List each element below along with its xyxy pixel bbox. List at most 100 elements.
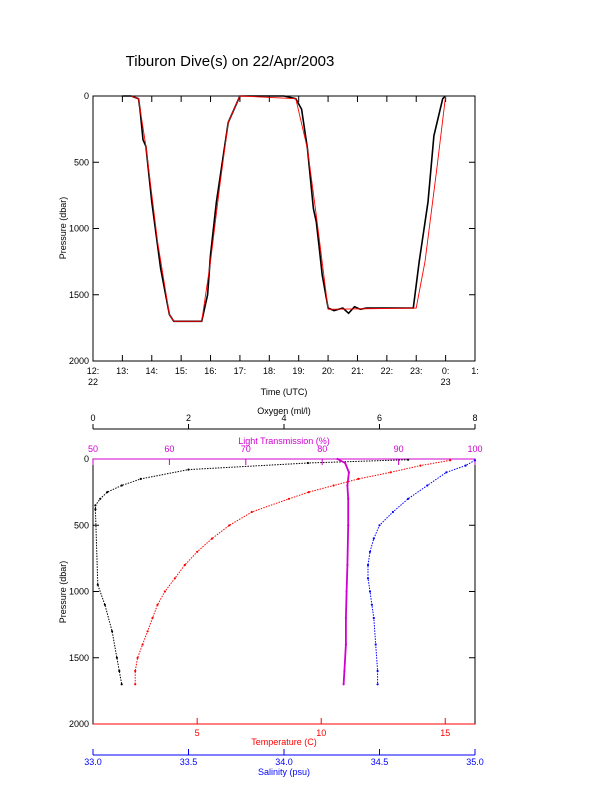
- profile-point-temperature: [136, 656, 139, 659]
- profile-point-light: [344, 616, 347, 620]
- profile-y-axis-label: Pressure (dbar): [58, 561, 68, 624]
- profile-point-temperature: [134, 683, 137, 686]
- profile-point-temperature: [173, 577, 176, 580]
- dive-y-tick-label: 500: [74, 157, 89, 167]
- profile-point-salinity: [374, 643, 377, 646]
- profile-y-tick-label: 1000: [69, 587, 89, 597]
- profile-point-temperature: [156, 603, 159, 606]
- dive-x-tick-label: 14:: [146, 366, 159, 376]
- dive-series-smoothed: [131, 95, 447, 322]
- dive-plot-ticks: 12:22 13: 14: 15: 16: 17: 18: 19: 20: 21: 22: 23: 0:…: [69, 91, 479, 387]
- profile-point-salinity: [391, 510, 394, 514]
- dive-x-tick-sublabel: 23: [441, 377, 451, 387]
- profile-series-light: [337, 458, 350, 685]
- profile-point-temperature: [228, 524, 231, 527]
- profile-point-salinity: [368, 550, 372, 553]
- profile-point-salinity: [376, 683, 379, 686]
- profile-y-tick-label: 0: [84, 454, 89, 464]
- profile-point-light: [344, 643, 347, 646]
- temperature-axis-tick-label: 15: [440, 728, 450, 738]
- profile-point-light: [347, 524, 350, 527]
- profile-plot-ticks: 0 500 1000 1500 2000 0 2 4 6 8 50 60 70 80 90 100 5 10 15 3…: [69, 413, 484, 767]
- profile-point-light: [336, 457, 339, 461]
- profile-point-oxygen: [118, 669, 121, 673]
- profile-point-salinity: [378, 524, 381, 527]
- light-axis-tick-label: 100: [467, 444, 482, 454]
- profile-point-temperature: [141, 643, 144, 646]
- dive-y-tick-label: 2000: [69, 356, 89, 366]
- profile-point-salinity: [366, 563, 370, 567]
- dive-y-tick-label: 0: [84, 91, 89, 101]
- dive-x-tick-label: 1:: [471, 366, 479, 376]
- profile-y-tick-label: 1500: [69, 653, 89, 663]
- profile-point-temperature: [307, 491, 310, 494]
- profile-point-oxygen: [94, 508, 97, 511]
- profile-point-oxygen: [187, 468, 190, 471]
- dive-y-axis-label: Pressure (dbar): [58, 197, 68, 260]
- oxygen-axis-tick-label: 2: [186, 413, 191, 423]
- profile-point-salinity: [426, 484, 429, 487]
- profile-point-light: [347, 497, 350, 500]
- profile-point-salinity: [372, 537, 375, 540]
- dive-x-tick-label: 20:: [322, 366, 335, 376]
- profile-point-oxygen: [111, 630, 114, 633]
- salinity-axis-tick-label: 33.5: [180, 757, 198, 767]
- chart-title: Tiburon Dive(s) on 22/Apr/2003: [126, 53, 335, 70]
- dive-x-tick-label: 18:: [263, 366, 276, 376]
- profile-plot-series: [94, 457, 477, 686]
- profile-point-temperature: [389, 471, 392, 474]
- dive-x-axis-label: Time (UTC): [261, 387, 308, 397]
- profile-point-oxygen: [94, 504, 97, 507]
- profile-series-temperature: [134, 459, 451, 685]
- temperature-axis-tick-label: 5: [195, 728, 200, 738]
- profile-point-oxygen: [103, 603, 106, 606]
- dive-y-tick-label: 1000: [69, 224, 89, 234]
- dive-x-tick-label: 17:: [234, 366, 247, 376]
- dive-x-tick-label: 15:: [175, 366, 188, 376]
- profile-point-light: [345, 590, 348, 593]
- salinity-axis-tick-label: 35.0: [466, 757, 484, 767]
- light-axis-label: Light Transmission (%): [238, 436, 330, 446]
- profile-series-salinity: [367, 459, 476, 685]
- profile-point-temperature: [211, 537, 214, 540]
- profile-point-salinity: [445, 471, 448, 474]
- profile-point-light: [346, 484, 349, 487]
- dive-x-tick-label: 16:: [204, 366, 217, 376]
- profile-point-temperature: [250, 510, 253, 514]
- profile-point-light: [343, 669, 346, 673]
- profile-point-temperature: [163, 590, 166, 593]
- profile-point-oxygen: [99, 497, 102, 500]
- profile-point-oxygen: [120, 683, 123, 686]
- profile-point-light: [347, 471, 350, 474]
- profile-point-oxygen: [306, 461, 309, 465]
- profile-series-oxygen: [94, 459, 409, 685]
- salinity-axis-tick-label: 34.0: [275, 757, 293, 767]
- profile-plot-frame: [92, 458, 476, 725]
- dive-series-measured: [122, 95, 447, 323]
- dive-plot-frame: [92, 95, 476, 362]
- profile-point-temperature: [196, 550, 199, 553]
- profile-point-salinity: [368, 590, 372, 593]
- dive-plot-series: [122, 95, 447, 323]
- salinity-axis-label: Salinity (psu): [258, 767, 310, 777]
- profile-y-tick-label: 500: [74, 520, 89, 530]
- profile-point-oxygen: [139, 477, 142, 480]
- oxygen-axis-tick-label: 0: [90, 413, 95, 423]
- temperature-axis-tick-label: 10: [316, 728, 326, 738]
- oxygen-axis-label: Oxygen (ml/l): [257, 406, 311, 416]
- oxygen-axis-tick-label: 8: [472, 413, 477, 423]
- oxygen-axis-tick-label: 6: [377, 413, 382, 423]
- temperature-axis-label: Temperature (C): [251, 737, 317, 747]
- profile-point-temperature: [134, 669, 137, 673]
- profile-point-temperature: [419, 464, 422, 467]
- dive-x-tick-label: 21:: [351, 366, 364, 376]
- profile-point-salinity: [473, 459, 477, 462]
- profile-point-light: [342, 683, 345, 686]
- salinity-axis-tick-label: 34.5: [371, 757, 389, 767]
- dive-x-tick-label: 13:: [116, 366, 129, 376]
- light-axis-tick-label: 80: [317, 444, 327, 454]
- profile-point-temperature: [449, 459, 452, 462]
- profile-point-oxygen: [120, 484, 123, 487]
